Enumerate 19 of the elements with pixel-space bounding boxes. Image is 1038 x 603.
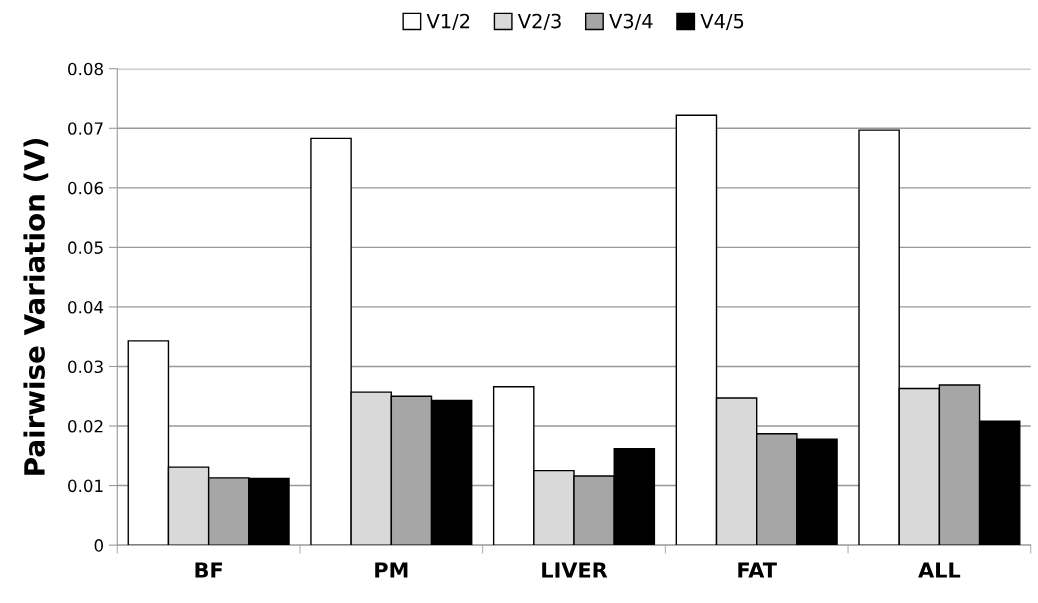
x-tick-label: FAT xyxy=(738,562,777,578)
x-tick-label: BF xyxy=(195,562,222,578)
x-tick-label: ALL xyxy=(918,562,961,578)
y-tick-label: 0.07 xyxy=(68,122,103,135)
y-tick-label: 0.01 xyxy=(68,479,103,493)
y-tick-label: 0.03 xyxy=(68,360,103,374)
x-tick-label: LIVER xyxy=(542,562,608,578)
y-tick-label: 0 xyxy=(94,539,103,552)
y-tick-label: 0.08 xyxy=(68,62,103,76)
x-tick-label: PM xyxy=(375,562,408,578)
y-tick-label: 0.05 xyxy=(68,241,103,254)
y-tick-label: 0.06 xyxy=(68,181,104,195)
legend-label: V1/2 xyxy=(426,13,470,30)
legend-label: V4/5 xyxy=(700,13,744,30)
legend-label: V2/3 xyxy=(517,13,561,30)
legend-label: V3/4 xyxy=(609,13,653,30)
y-tick-label: 0.04 xyxy=(68,300,104,314)
y-tick-label: 0.02 xyxy=(68,419,103,433)
y-axis-title: Pairwise Variation (V) xyxy=(23,138,49,475)
